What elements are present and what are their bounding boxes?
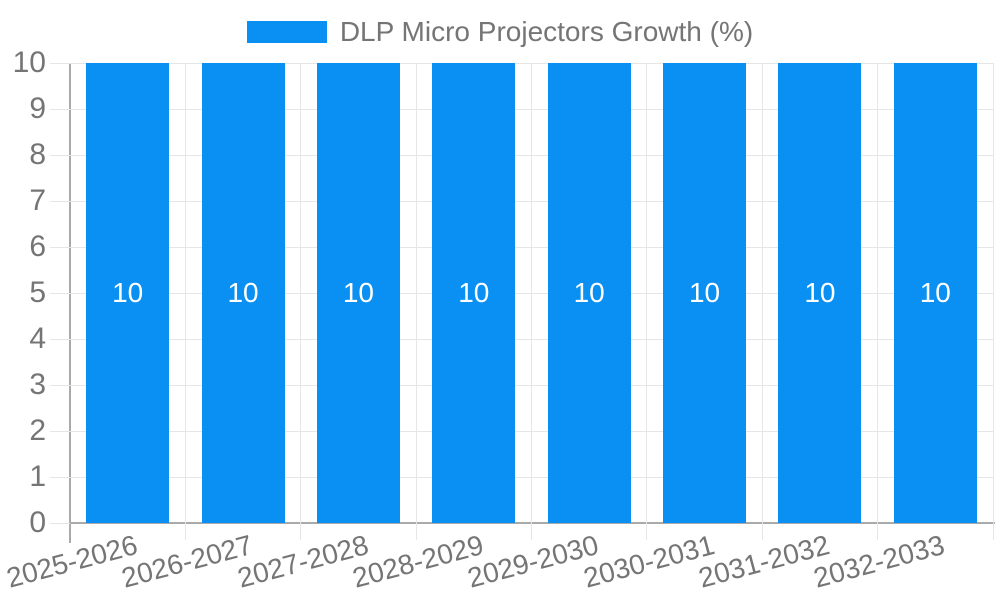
x-axis-line [70,522,995,524]
bar-value-label: 10 [342,277,375,308]
gridline-horizontal [50,338,993,340]
y-tick-label: 2 [29,414,46,447]
y-tick-label: 9 [29,92,46,125]
legend[interactable]: DLP Micro Projectors Growth (%) [0,16,1000,48]
y-tick-mark [50,522,70,524]
y-tick-label: 8 [29,138,46,171]
x-tick-label: 2031-2032 [695,529,833,594]
gridline-vertical [300,63,302,540]
bar-value-label: 10 [112,277,144,308]
y-tick-label: 3 [29,368,46,401]
gridline-horizontal [50,476,993,478]
x-tick-label: 2032-2033 [810,529,949,594]
gridline-horizontal [50,246,993,248]
gridline-vertical [184,63,186,540]
y-tick-label: 10 [12,46,46,79]
x-tick-label: 2027-2028 [233,529,372,594]
bar-2031-2032[interactable]: 10 [778,63,862,523]
bar-2032-2033[interactable]: 10 [893,63,977,523]
gridline-horizontal [50,430,993,432]
x-tick-label: 2030-2031 [579,529,718,594]
x-tick-label: 2025-2026 [3,529,141,594]
y-tick-label: 7 [29,184,46,217]
bar-2026-2027[interactable]: 10 [201,63,285,523]
bar-value-label: 10 [573,277,605,308]
gridline-horizontal [50,62,993,64]
y-tick-label: 6 [29,230,46,263]
bar-value-label: 10 [458,277,490,308]
bar-value-label: 10 [804,277,836,308]
gridline-vertical [646,63,648,540]
legend-swatch-icon [246,21,327,43]
x-tick-label: 2029-2030 [464,529,602,594]
bar-2027-2028[interactable]: 10 [316,63,400,523]
gridline-horizontal [50,200,993,202]
bar-2025-2026[interactable]: 10 [86,63,170,523]
y-tick-label: 4 [29,322,46,355]
gridline-vertical [531,63,532,540]
gridline-vertical [415,63,417,540]
x-tick-label: 2028-2029 [349,529,487,594]
gridline-horizontal [50,108,993,110]
gridline-vertical [992,63,994,540]
plot-area: 10 10 10 10 10 10 10 10 [50,62,994,540]
bar-2028-2029[interactable]: 10 [432,63,516,523]
bar-value-label: 10 [919,277,951,308]
bar-2029-2030[interactable]: 10 [547,63,631,523]
bar-value-label: 10 [227,277,259,308]
legend-label: DLP Micro Projectors Growth (%) [339,16,754,47]
gridline-vertical [877,63,879,540]
gridline-horizontal [50,292,993,294]
gridline-horizontal [50,384,993,386]
bar-value-label: 10 [688,277,721,308]
gridline-horizontal [50,154,993,156]
y-axis-line [69,63,71,543]
y-tick-label: 0 [29,506,46,539]
bar-2030-2031[interactable]: 10 [663,63,747,523]
x-tick-label: 2026-2027 [118,529,256,594]
y-tick-label: 1 [29,460,46,493]
gridline-vertical [761,63,763,540]
y-tick-label: 5 [29,276,46,309]
